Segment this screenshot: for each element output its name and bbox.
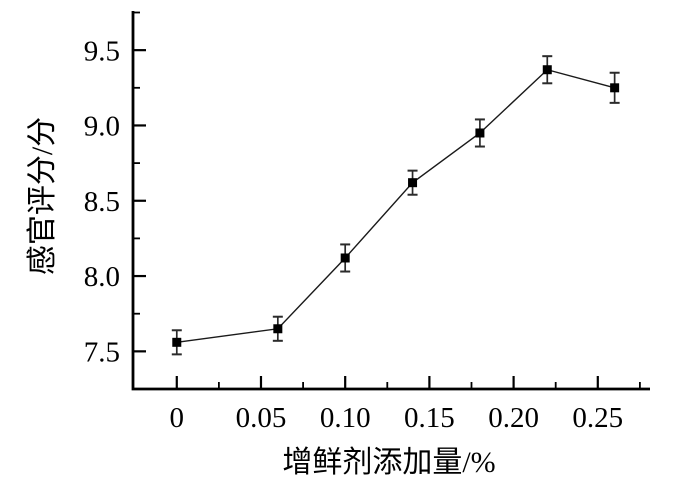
y-tick-label: 8.0	[84, 261, 120, 293]
data-point-marker	[542, 65, 552, 75]
y-axis-title: 感官评分/分	[26, 117, 59, 275]
plot-area: 7.5 8.0 8.5 9.0 9.5 0 0.05 0.10 0.15 0.20 0.25	[84, 11, 650, 434]
data-line	[176, 68, 615, 344]
x-axis-title: 增鲜剂添加量/%	[282, 446, 495, 479]
y-tick-label: 9.5	[84, 35, 120, 67]
x-tick-label: 0.20	[488, 402, 539, 434]
data-point-marker	[610, 83, 620, 93]
x-tick-label: 0.05	[236, 402, 287, 434]
axis-spines	[131, 11, 650, 391]
y-tick-label: 9.0	[84, 111, 120, 143]
x-tick-label: 0.15	[404, 402, 455, 434]
data-point-marker	[273, 324, 283, 334]
y-tick-label: 7.5	[84, 337, 120, 369]
x-tick-label: 0.10	[320, 402, 371, 434]
data-point-marker	[172, 337, 182, 347]
y-tick-label: 8.5	[84, 186, 120, 218]
x-tick-label: 0.25	[572, 402, 623, 434]
x-tick-label: 0	[170, 402, 185, 434]
data-point-marker	[340, 253, 350, 263]
data-point-marker	[475, 128, 485, 138]
data-point-marker	[408, 178, 418, 188]
